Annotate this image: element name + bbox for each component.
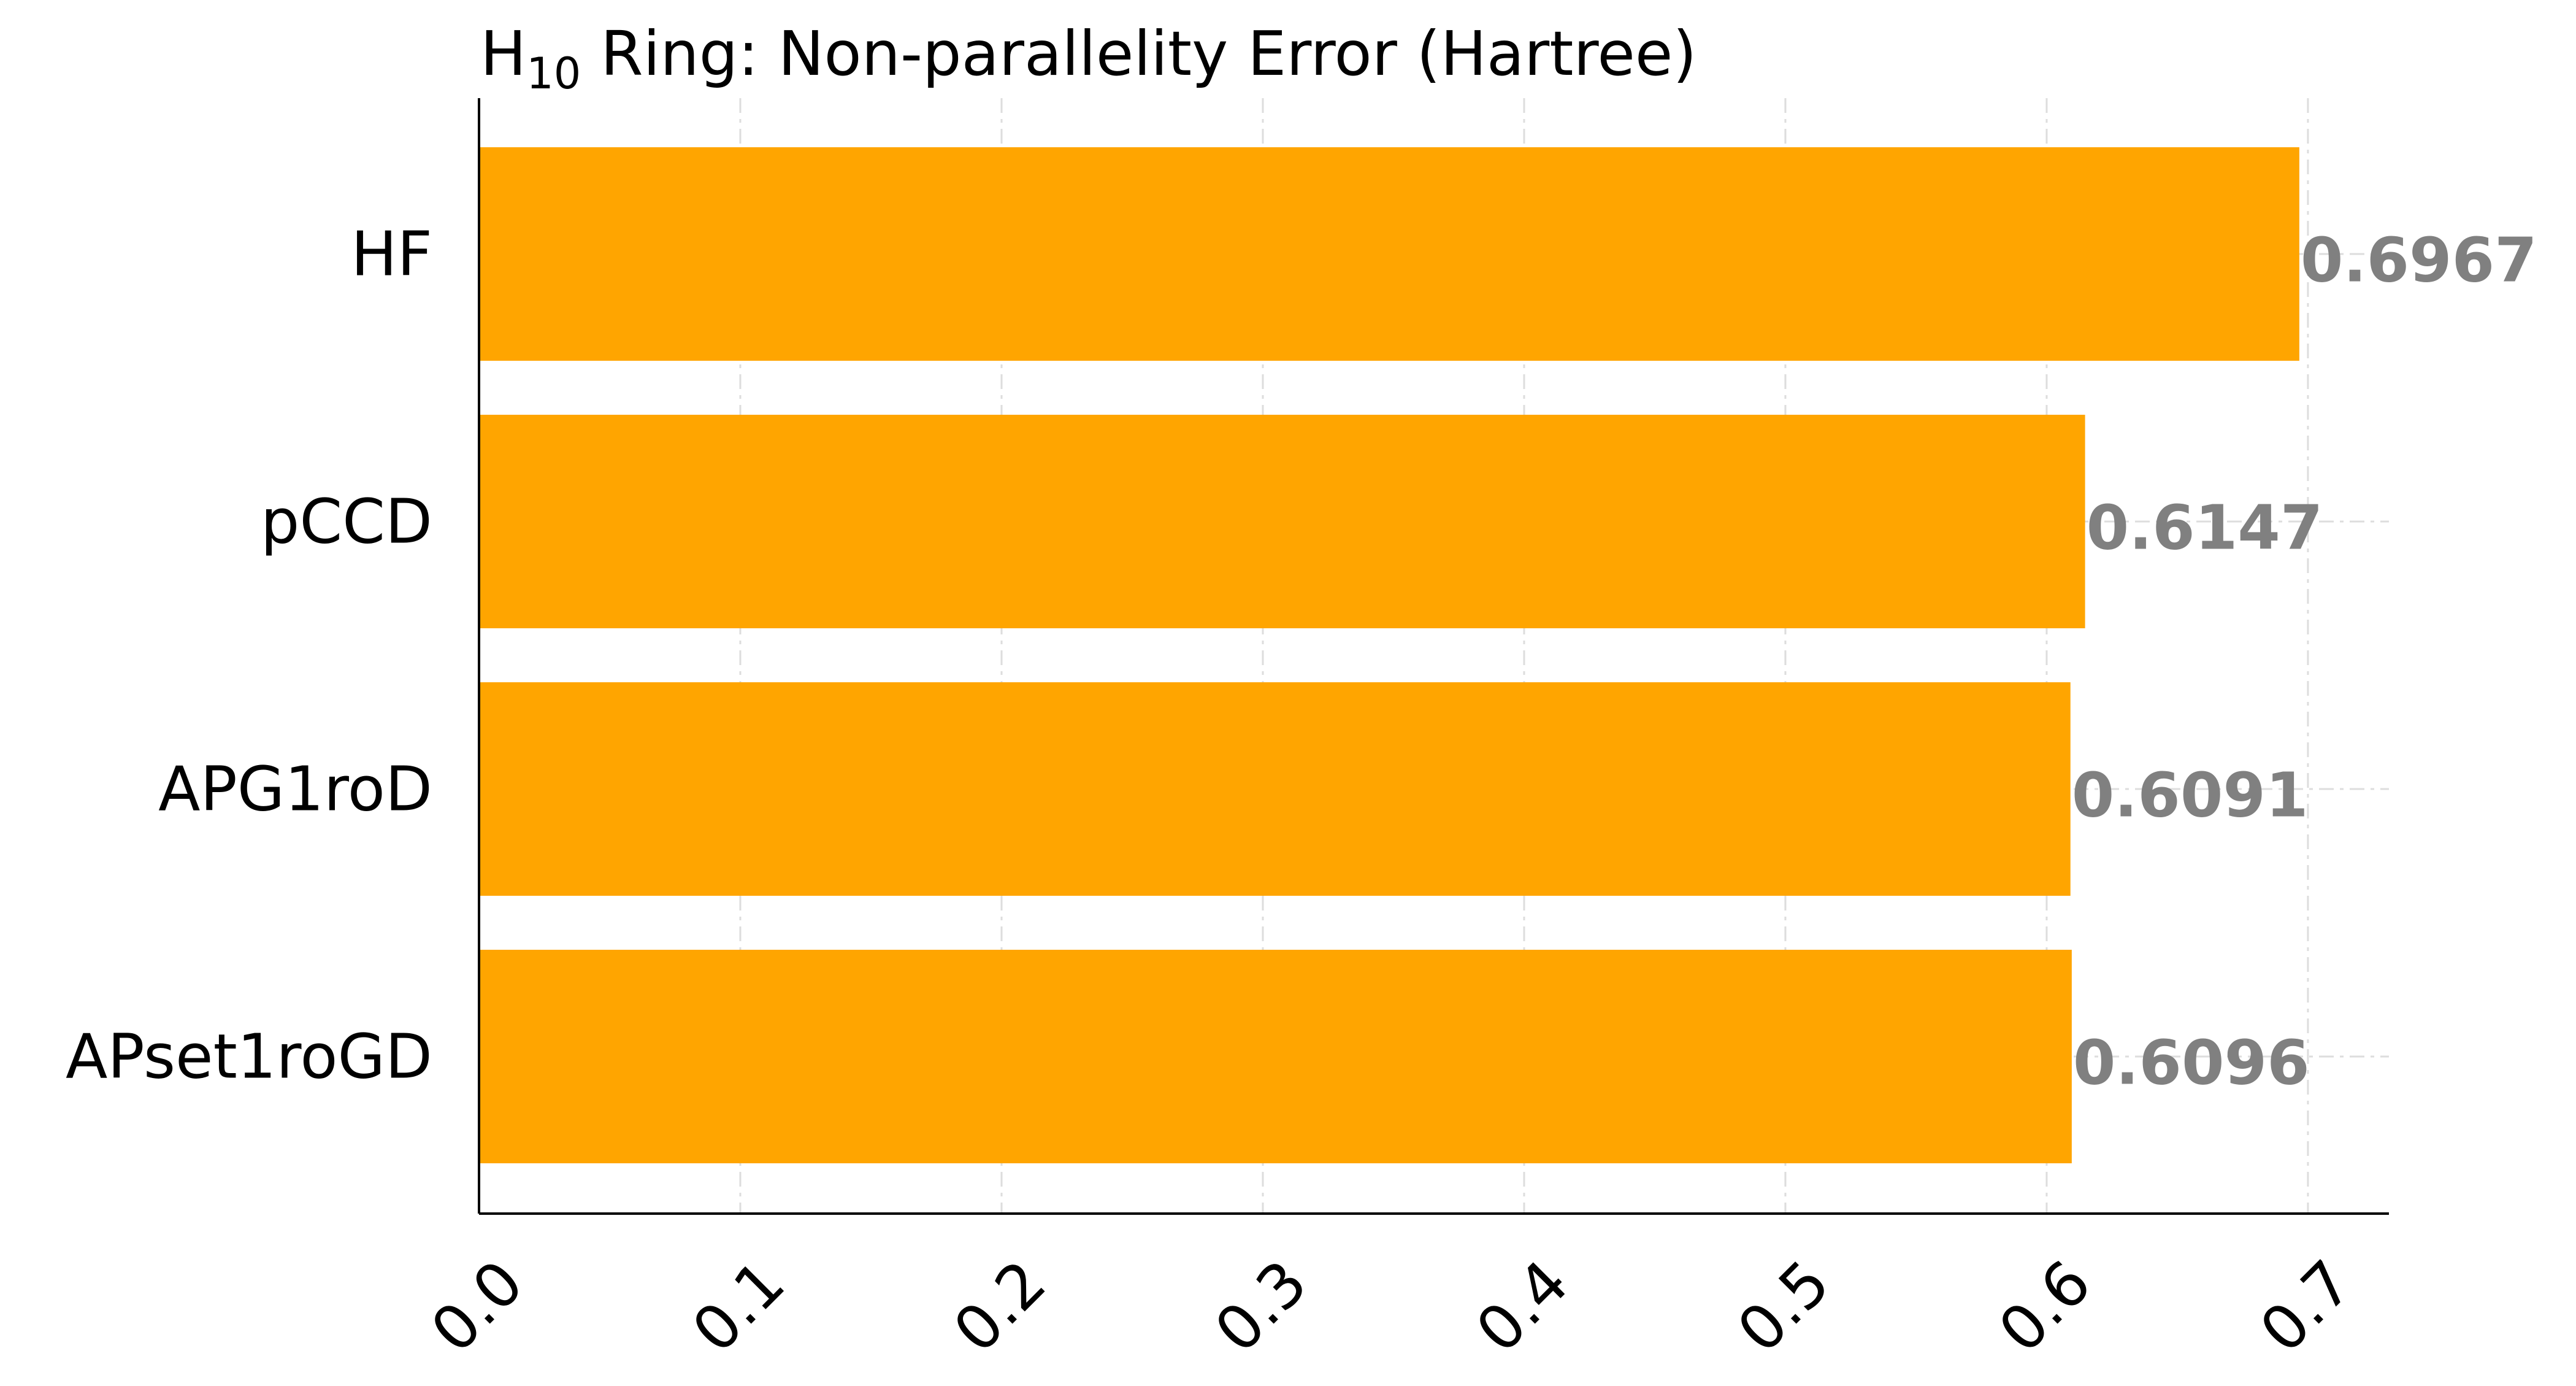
value-label: 0.6096	[2073, 1027, 2310, 1099]
x-tick-label: 0.7	[2246, 1247, 2366, 1366]
bar-pccd	[479, 415, 2085, 628]
category-label: pCCD	[261, 486, 432, 558]
chart-title-main: H	[480, 18, 526, 90]
value-label: 0.6147	[2087, 492, 2323, 564]
bar-apg1rod	[479, 682, 2071, 896]
x-tick-label: 0.2	[940, 1247, 1059, 1366]
chart-title-subscript: 10	[526, 48, 581, 99]
bar-apset1rogd	[479, 950, 2072, 1163]
x-tick-label: 0.4	[1462, 1247, 1582, 1366]
x-tick-label: 0.3	[1201, 1247, 1321, 1366]
category-label: APset1roGD	[66, 1021, 432, 1093]
bar-hf	[479, 147, 2299, 361]
x-tick-label: 0.6	[1985, 1247, 2104, 1366]
value-label: 0.6967	[2301, 225, 2537, 296]
x-tick-label: 0.5	[1723, 1247, 1843, 1366]
chart-title: H10 Ring: Non-parallelity Error (Hartree…	[480, 18, 1696, 99]
x-tick-label: 0.0	[417, 1247, 537, 1366]
chart-title-rest: Ring: Non-parallelity Error (Hartree)	[581, 18, 1696, 90]
x-tick-label: 0.1	[678, 1247, 798, 1366]
category-label: APG1roD	[158, 753, 432, 825]
category-label: HF	[351, 218, 432, 290]
bars-layer	[479, 147, 2299, 1163]
value-label: 0.6091	[2072, 760, 2309, 831]
